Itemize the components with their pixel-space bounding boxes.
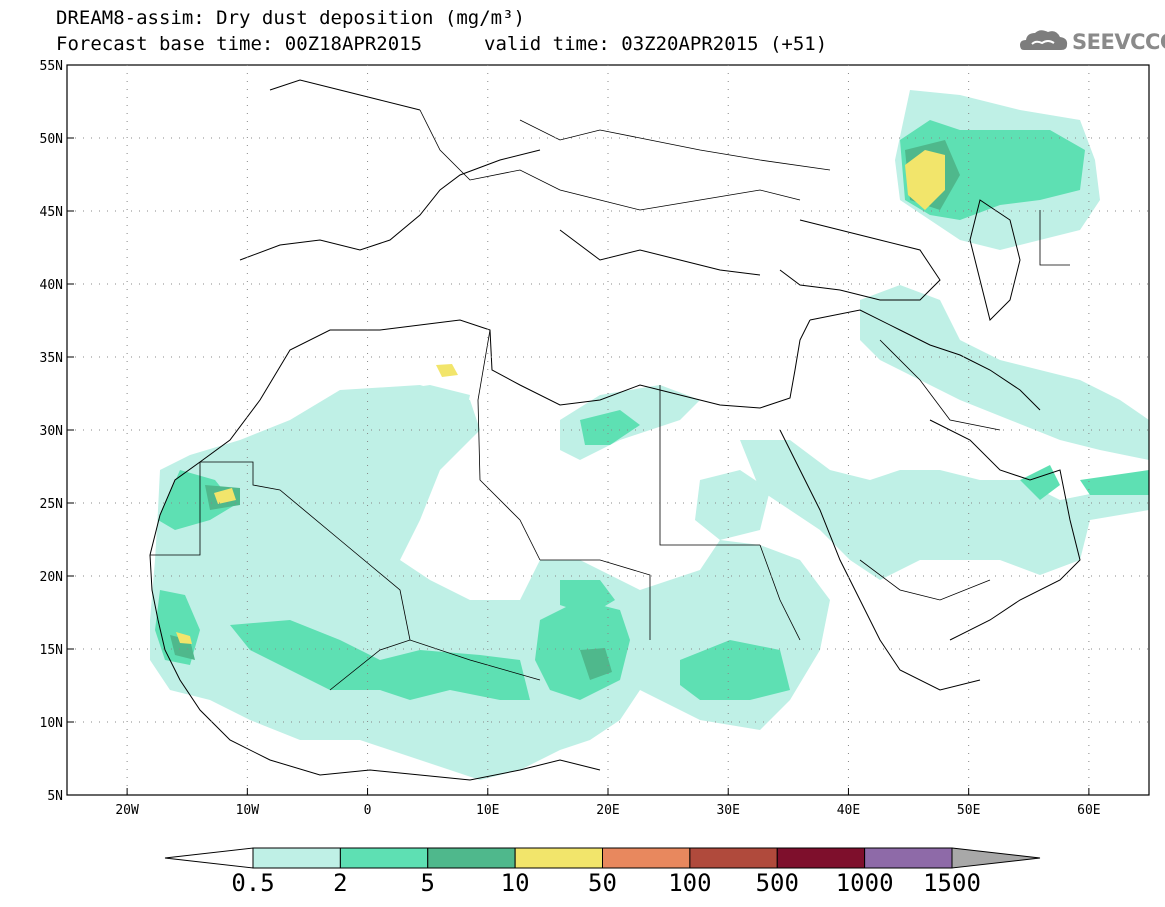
logo-text: SEEVCCC — [1072, 30, 1165, 54]
lon-tick-label: 10E — [476, 803, 499, 818]
lat-tick-label: 30N — [40, 424, 63, 439]
colorbar-label: 50 — [588, 869, 617, 897]
colorbar-over-triangle — [951, 847, 1041, 869]
colorbar-label: 100 — [668, 869, 711, 897]
dust-area-sahel-green — [230, 620, 530, 700]
lat-tick-label: 15N — [40, 643, 63, 658]
colorbar-segment — [427, 847, 516, 869]
lon-tick-label: 20E — [596, 803, 619, 818]
dust-area-sudan-green — [680, 640, 790, 700]
colorbar-segment — [864, 847, 953, 869]
dust-area-mauritania-light — [270, 460, 330, 500]
lon-tick-label: 50E — [957, 803, 980, 818]
colorbar-label: 0.5 — [231, 869, 274, 897]
lon-tick-label: 20W — [115, 803, 139, 818]
forecast-base-time: Forecast base time: 00Z18APR2015 — [56, 33, 423, 55]
colorbar-label: 5 — [421, 869, 435, 897]
dust-area-western-sahara-green — [158, 470, 235, 530]
lon-tick-label: 10W — [236, 803, 260, 818]
dust-area-western-sahara-yellow — [214, 488, 236, 504]
dust-area-chad-north-green — [560, 580, 615, 615]
dust-area-egypt-light — [695, 470, 770, 540]
coastlines — [149, 79, 1081, 781]
dust-area-senegal-yellow — [176, 632, 192, 644]
lat-tick-label: 40N — [40, 278, 63, 293]
lat-tick-label: 50N — [40, 132, 63, 147]
dust-area-arabia-light — [740, 440, 1149, 580]
lat-tick-label: 25N — [40, 497, 63, 512]
lat-tick-label: 45N — [40, 205, 63, 220]
valid-time: valid time: 03Z20APR2015 (+51) — [484, 33, 828, 55]
dust-area-libya-green — [580, 410, 640, 445]
colorbar-label: 1000 — [836, 869, 894, 897]
dust-area-iran-light — [860, 285, 1149, 460]
lat-tick-label: 20N — [40, 570, 63, 585]
graticule — [67, 65, 1149, 795]
colorbar-label: 500 — [756, 869, 799, 897]
dust-area-algeria-light — [310, 385, 470, 440]
axis-ticks: 20W 10W 0 10E 20E 30E 40E 50E 60E 55N 50N 45N 40N 35N… — [40, 59, 1101, 818]
lon-tick-label: 30E — [716, 803, 739, 818]
lon-tick-label: 40E — [837, 803, 860, 818]
lon-tick-label: 60E — [1077, 803, 1100, 818]
dust-area-tunisia-yellow — [436, 364, 458, 377]
dust-area-chad-dark — [580, 648, 612, 680]
lat-tick-label: 5N — [47, 789, 63, 804]
colorbar-label: 1500 — [923, 869, 981, 897]
dust-area-pakistan-green — [1080, 470, 1149, 495]
lat-tick-label: 10N — [40, 716, 63, 731]
colorbar-under-triangle — [164, 847, 254, 869]
colorbar-segment — [339, 847, 429, 869]
country-borders — [150, 109, 1070, 691]
colorbar-segment — [776, 847, 866, 869]
colorbar-segment — [252, 847, 341, 869]
dust-deposition-fields — [150, 90, 1149, 780]
colorbar-label: 2 — [333, 869, 347, 897]
map-panel: 20W 10W 0 10E 20E 30E 40E 50E 60E 55N 50N 45N 40N 35N… — [40, 59, 1150, 818]
map-title: DREAM8-assim: Dry dust deposition (mg/m³… — [56, 7, 525, 29]
lon-tick-label: 0 — [364, 803, 372, 818]
colorbar-label: 10 — [501, 869, 530, 897]
colorbar-segment — [602, 847, 691, 869]
colorbar-segment — [689, 847, 778, 869]
colorbar-segment — [514, 847, 603, 869]
lat-tick-label: 55N — [40, 59, 63, 74]
dust-area-caspian-yellow — [905, 150, 945, 210]
cloud-logo-icon — [1020, 30, 1068, 50]
lat-tick-label: 35N — [40, 351, 63, 366]
